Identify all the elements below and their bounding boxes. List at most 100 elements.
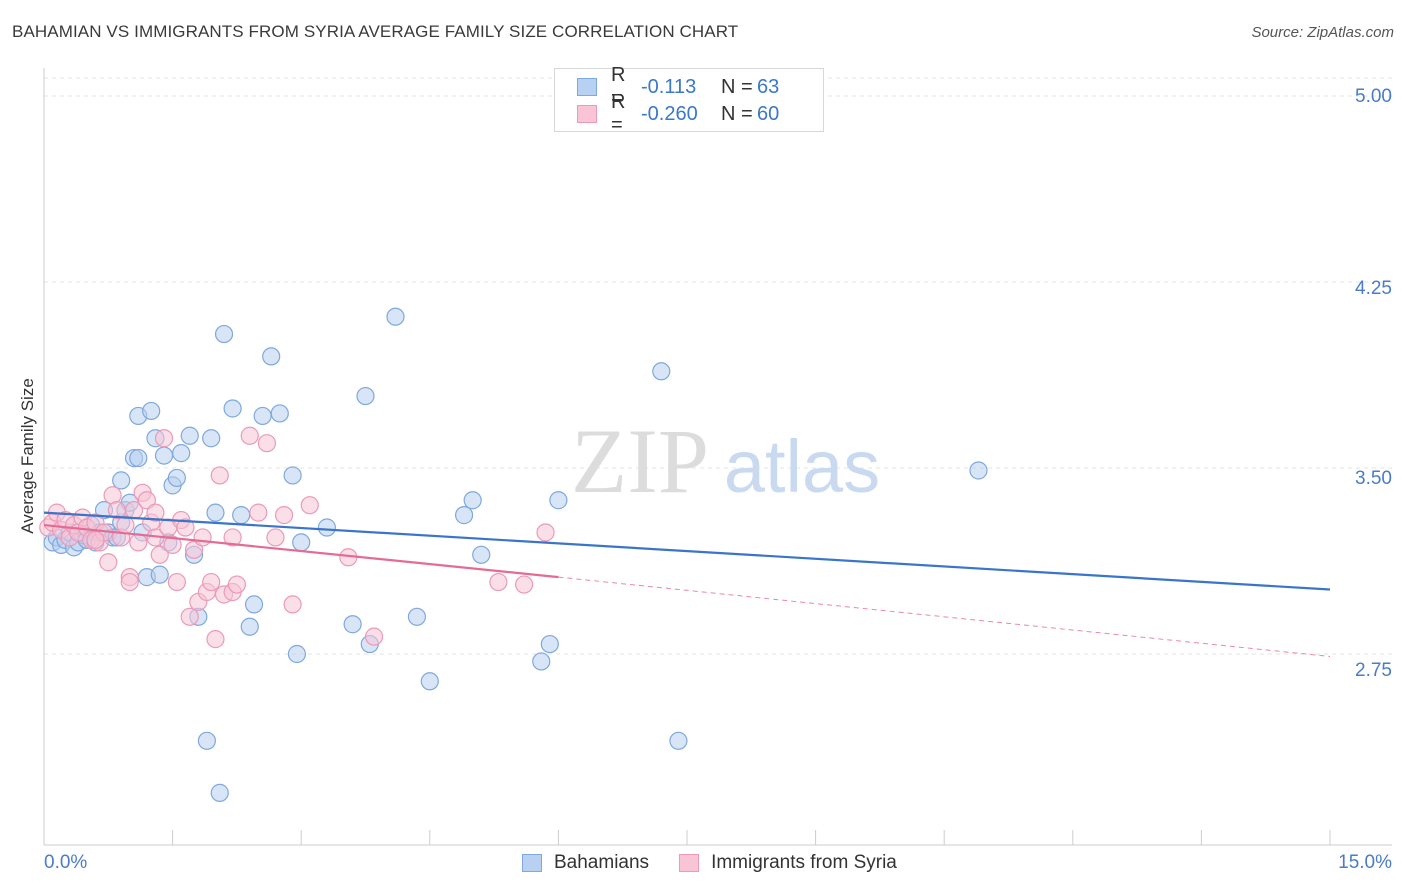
data-point-bahamians	[549, 491, 568, 510]
legend-row-bahamians: R = -0.113 N = 63	[577, 64, 780, 109]
series-legend: Bahamians Immigrants from Syria	[522, 852, 927, 874]
data-point-bahamians	[223, 399, 242, 418]
legend-row-syria: R = -0.260 N = 60	[577, 91, 780, 136]
data-point-syria	[257, 434, 277, 453]
data-point-bahamians	[472, 545, 491, 564]
data-point-bahamians	[532, 652, 551, 671]
data-point-bahamians	[283, 466, 302, 485]
data-point-syria	[274, 506, 294, 525]
trend-line-syria-extension	[558, 576, 1331, 657]
data-point-bahamians	[343, 615, 362, 634]
series-bahamians	[43, 307, 988, 802]
data-point-syria	[206, 630, 225, 649]
legend-r-value: -0.260	[641, 102, 698, 125]
data-point-syria	[202, 572, 221, 592]
y-tick-label: 2.75	[1355, 660, 1392, 681]
trend-line-syria	[43, 523, 559, 579]
data-point-bahamians	[240, 617, 259, 636]
data-point-bahamians	[287, 644, 307, 664]
data-point-syria	[283, 595, 302, 614]
data-point-bahamians	[407, 607, 427, 626]
legend-n-label: N =	[721, 75, 753, 98]
data-point-bahamians	[244, 595, 264, 614]
legend-swatch-blue	[577, 78, 597, 96]
data-point-syria	[150, 545, 169, 564]
data-point-bahamians	[540, 634, 559, 654]
trend-lines	[43, 511, 1331, 657]
data-point-syria	[146, 503, 165, 522]
y-tick-label: 4.25	[1355, 278, 1392, 299]
data-point-bahamians	[463, 491, 482, 510]
legend-n-value: 60	[757, 102, 780, 125]
source-label: Source: ZipAtlas.com	[1251, 24, 1394, 41]
data-point-bahamians	[180, 426, 199, 445]
data-point-bahamians	[197, 731, 216, 750]
data-point-bahamians	[206, 503, 225, 522]
stats-legend: R = -0.113 N = 63 R = -0.260 N = 60	[554, 64, 824, 136]
data-point-bahamians	[129, 448, 148, 468]
data-point-syria	[163, 535, 182, 554]
data-point-syria	[99, 553, 118, 572]
data-point-bahamians	[202, 429, 221, 448]
data-point-bahamians	[210, 783, 229, 802]
data-point-syria	[137, 491, 156, 510]
data-point-syria	[86, 530, 105, 550]
data-point-syria	[240, 426, 259, 445]
data-point-bahamians	[154, 446, 174, 465]
legend-swatch-pink	[679, 854, 700, 872]
legend-label-bahamians: Bahamians	[554, 852, 650, 873]
data-point-syria	[193, 528, 212, 547]
data-point-bahamians	[172, 444, 191, 463]
data-point-syria	[180, 607, 199, 626]
data-point-syria	[227, 575, 246, 594]
y-axis-title: Average Family Size	[18, 378, 37, 534]
y-tick-label: 3.50	[1355, 468, 1392, 489]
data-point-bahamians	[356, 386, 375, 406]
data-point-bahamians	[150, 565, 169, 584]
x-max-label: 15.0%	[1338, 852, 1392, 873]
data-point-bahamians	[969, 461, 988, 480]
legend-r-label: R =	[611, 64, 626, 109]
data-point-bahamians	[142, 401, 161, 421]
data-point-syria	[210, 466, 229, 485]
data-point-bahamians	[652, 362, 671, 381]
data-point-syria	[129, 533, 148, 552]
legend-swatch-blue	[522, 854, 542, 872]
legend-label-syria: Immigrants from Syria	[711, 852, 897, 873]
data-point-bahamians	[317, 518, 337, 537]
data-point-syria	[223, 528, 242, 547]
data-point-syria	[489, 572, 508, 592]
data-point-bahamians	[167, 468, 186, 488]
watermark-atlas: atlas	[724, 425, 880, 508]
legend-r-value: -0.113	[641, 75, 697, 98]
data-point-bahamians	[253, 406, 272, 426]
data-point-bahamians	[292, 533, 311, 552]
data-point-bahamians	[214, 324, 234, 344]
data-point-bahamians	[669, 731, 688, 750]
data-point-syria	[300, 496, 319, 515]
legend-swatch-pink	[577, 105, 597, 123]
data-point-syria	[536, 523, 555, 542]
legend-n-label: N =	[721, 102, 753, 125]
legend-item-bahamians: Bahamians	[522, 852, 649, 874]
grid-lines	[44, 77, 1392, 655]
data-point-bahamians	[454, 506, 474, 525]
data-point-syria	[266, 528, 285, 547]
data-point-syria	[154, 429, 174, 448]
data-point-syria	[116, 515, 135, 535]
data-point-bahamians	[232, 506, 251, 525]
data-point-syria	[167, 572, 186, 592]
legend-n-value: 63	[757, 75, 780, 98]
data-point-syria	[184, 540, 204, 559]
y-tick-label: 5.00	[1355, 86, 1392, 107]
trend-line-bahamians	[43, 511, 1331, 591]
data-point-syria	[515, 575, 534, 594]
data-point-syria	[364, 627, 384, 646]
data-point-syria	[120, 572, 139, 592]
axes	[43, 68, 1392, 846]
data-point-bahamians	[112, 471, 131, 490]
data-point-bahamians	[270, 404, 289, 423]
series-syria	[39, 426, 555, 649]
watermark-zip: ZIP	[571, 410, 709, 512]
